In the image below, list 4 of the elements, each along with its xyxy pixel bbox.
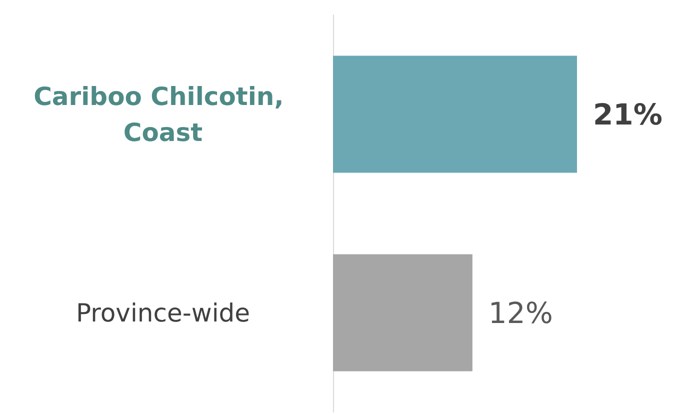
data-label: 12% bbox=[488, 296, 553, 330]
y-tick-label: Cariboo Chilcotin, Coast bbox=[34, 82, 292, 147]
y-tick-label: Province-wide bbox=[76, 298, 250, 328]
data-label: 21% bbox=[593, 97, 662, 132]
